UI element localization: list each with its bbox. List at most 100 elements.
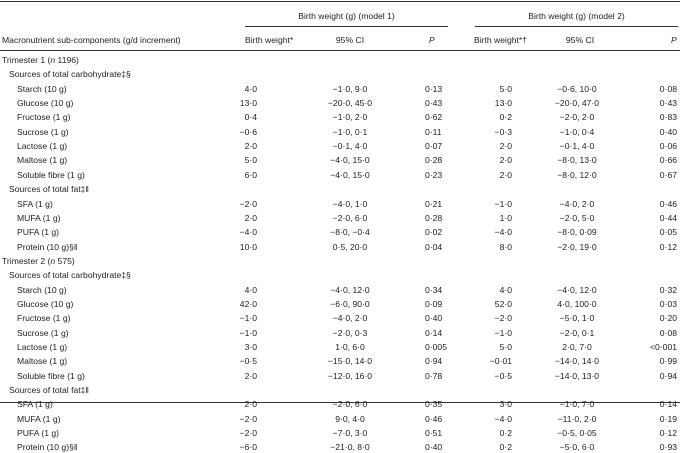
p-value-model-2: 0·83 [659,112,677,123]
birth-weight-model-2: −1·0 [494,327,512,338]
ci-model-2: −2·0, 0·1 [559,327,595,338]
p-value-model-2: 0·40 [659,126,677,137]
p-value-model-2: 0·94 [659,370,677,381]
column-header-birth-weight-2: Birth weight*† [474,35,528,45]
birth-weight-model-2: −2·0 [494,313,512,324]
ci-model-1: −4·0, 12·0 [330,284,370,295]
ci-model-2: −8·0, 12·0 [557,169,597,180]
p-value-model-2: 0·12 [659,428,677,439]
trimester-label: Trimester 1 ( [2,55,51,65]
row-label: Soluble fibre (1 g) [17,370,85,381]
ci-model-1: −15·0, 14·0 [327,356,373,367]
top-rule [0,1,680,2]
ci-model-1: −6·0, 90·0 [330,298,370,309]
birth-weight-model-2: 4·0 [499,284,512,295]
row-label: Protein (10 g)§‖ [17,241,78,252]
ci-model-2: −5·0, 1·0 [559,313,595,324]
p-value-model-2: 0·14 [659,399,677,410]
p-value-model-1: 0·02 [425,227,443,238]
birth-weight-model-1: 6·0 [244,169,257,180]
birth-weight-model-2: 5·0 [499,342,512,352]
p-value-model-1: 0·09 [425,298,443,309]
p-value-model-1: 0·13 [425,83,443,94]
row-label: Starch (10 g) [17,284,67,295]
row-label: Sucrose (1 g) [17,327,69,338]
group-rule-model-1 [245,26,448,27]
column-header-p-1: P [429,35,435,45]
p-value-model-2: 0·32 [659,284,677,295]
row-label: Protein (10 g)§‖ [17,442,78,453]
p-value-model-2: 0·05 [659,227,677,238]
birth-weight-model-1: 10·0 [239,241,257,252]
birth-weight-model-2: 0·2 [499,442,512,453]
p-value-model-2: 0·67 [659,169,677,180]
p-value-model-1: 0·46 [425,413,443,424]
birth-weight-model-2: 13·0 [494,98,512,109]
ci-model-1: −4·0, 2·0 [332,313,368,324]
row-label: SFA (1 g) [17,399,53,410]
birth-weight-model-1: −2·0 [239,428,257,439]
p-value-model-2: 0·12 [659,241,677,252]
p-value-model-2: 0·46 [659,198,677,209]
birth-weight-model-2: 2·0 [499,155,512,166]
birth-weight-model-2: −0·5 [494,370,512,381]
row-label: Fructose (1 g) [17,313,71,324]
birth-weight-model-1: 2·0 [244,399,257,410]
ci-model-1: −1·0, 2·0 [332,112,368,123]
ci-model-1: −2·0, 6·0 [332,399,368,410]
column-header-birth-weight-1: Birth weight* [245,35,294,45]
p-value-model-1: 0·51 [425,428,443,439]
ci-model-1: 1·0, 6·0 [335,342,365,352]
birth-weight-model-1: 3·0 [244,342,257,352]
ci-model-1: −0·1, 4·0 [332,141,368,152]
birth-weight-model-2: 2·0 [499,141,512,152]
row-label: MUFA (1 g) [17,212,61,223]
p-value-model-1: 0·14 [425,327,443,338]
group-header-model-1: Birth weight (g) (model 1) [298,11,395,21]
birth-weight-model-1: 4·0 [244,284,257,295]
section-label: Sources of total carbohydrate‡§ [9,270,131,281]
ci-model-2: −20·0, 47·0 [554,98,600,109]
p-value-model-2: 0·06 [659,141,677,152]
ci-model-2: −8·0, 13·0 [557,155,597,166]
birth-weight-model-2: 5·0 [499,83,512,94]
p-value-model-1: 0·78 [425,370,443,381]
birth-weight-model-1: −4·0 [239,227,257,238]
trimester-count: 575) [55,255,75,266]
p-value-model-2: 0·08 [659,83,677,94]
birth-weight-model-1: 2·0 [244,141,257,152]
row-label: Maltose (1 g) [17,155,68,166]
row-label: SFA (1 g) [17,198,53,209]
ci-model-2: −2·0, 2·0 [559,112,595,123]
trimester-count: 1196) [55,55,79,65]
birth-weight-model-2: −0·01 [489,356,512,367]
p-value-model-1: 0·28 [425,155,443,166]
birth-weight-model-2: 0·2 [499,428,512,439]
ci-model-2: 4·0, 100·0 [557,298,597,309]
group-header-model-2: Birth weight (g) (model 2) [528,11,625,21]
column-header-ci-2: 95% CI [565,35,595,45]
ci-model-2: −0·6, 10·0 [557,83,597,94]
p-value-model-2: 0·08 [659,327,677,338]
birth-weight-model-1: 4·0 [244,83,257,94]
ci-model-2: −2·0, 19·0 [557,241,597,252]
row-label: Starch (10 g) [17,83,67,94]
ci-model-1: −1·0, 9·0 [332,83,368,94]
birth-weight-model-1: −1·0 [239,327,257,338]
ci-model-1: −4·0, 15·0 [330,169,370,180]
p-value-model-1: 0·28 [425,212,443,223]
birth-weight-model-1: 2·0 [244,370,257,381]
section-label: Sources of total carbohydrate‡§ [9,69,131,80]
birth-weight-model-1: 5·0 [244,155,257,166]
ci-model-2: −1·0, 0·4 [559,126,595,137]
p-value-model-1: 0·04 [425,241,443,252]
p-value-model-1: 0·94 [425,356,443,367]
p-value-model-1: 0·35 [425,399,443,410]
row-label: MUFA (1 g) [17,413,61,424]
p-value-model-2: 0·99 [659,356,677,367]
row-label: Lactose (1 g) [17,141,68,152]
ci-model-1: −21·0, 8·0 [330,442,370,453]
p-value-model-1: 0·40 [425,442,443,453]
ci-model-2: −1·0, 7·0 [559,399,595,410]
row-label: Lactose (1 g) [17,342,68,352]
